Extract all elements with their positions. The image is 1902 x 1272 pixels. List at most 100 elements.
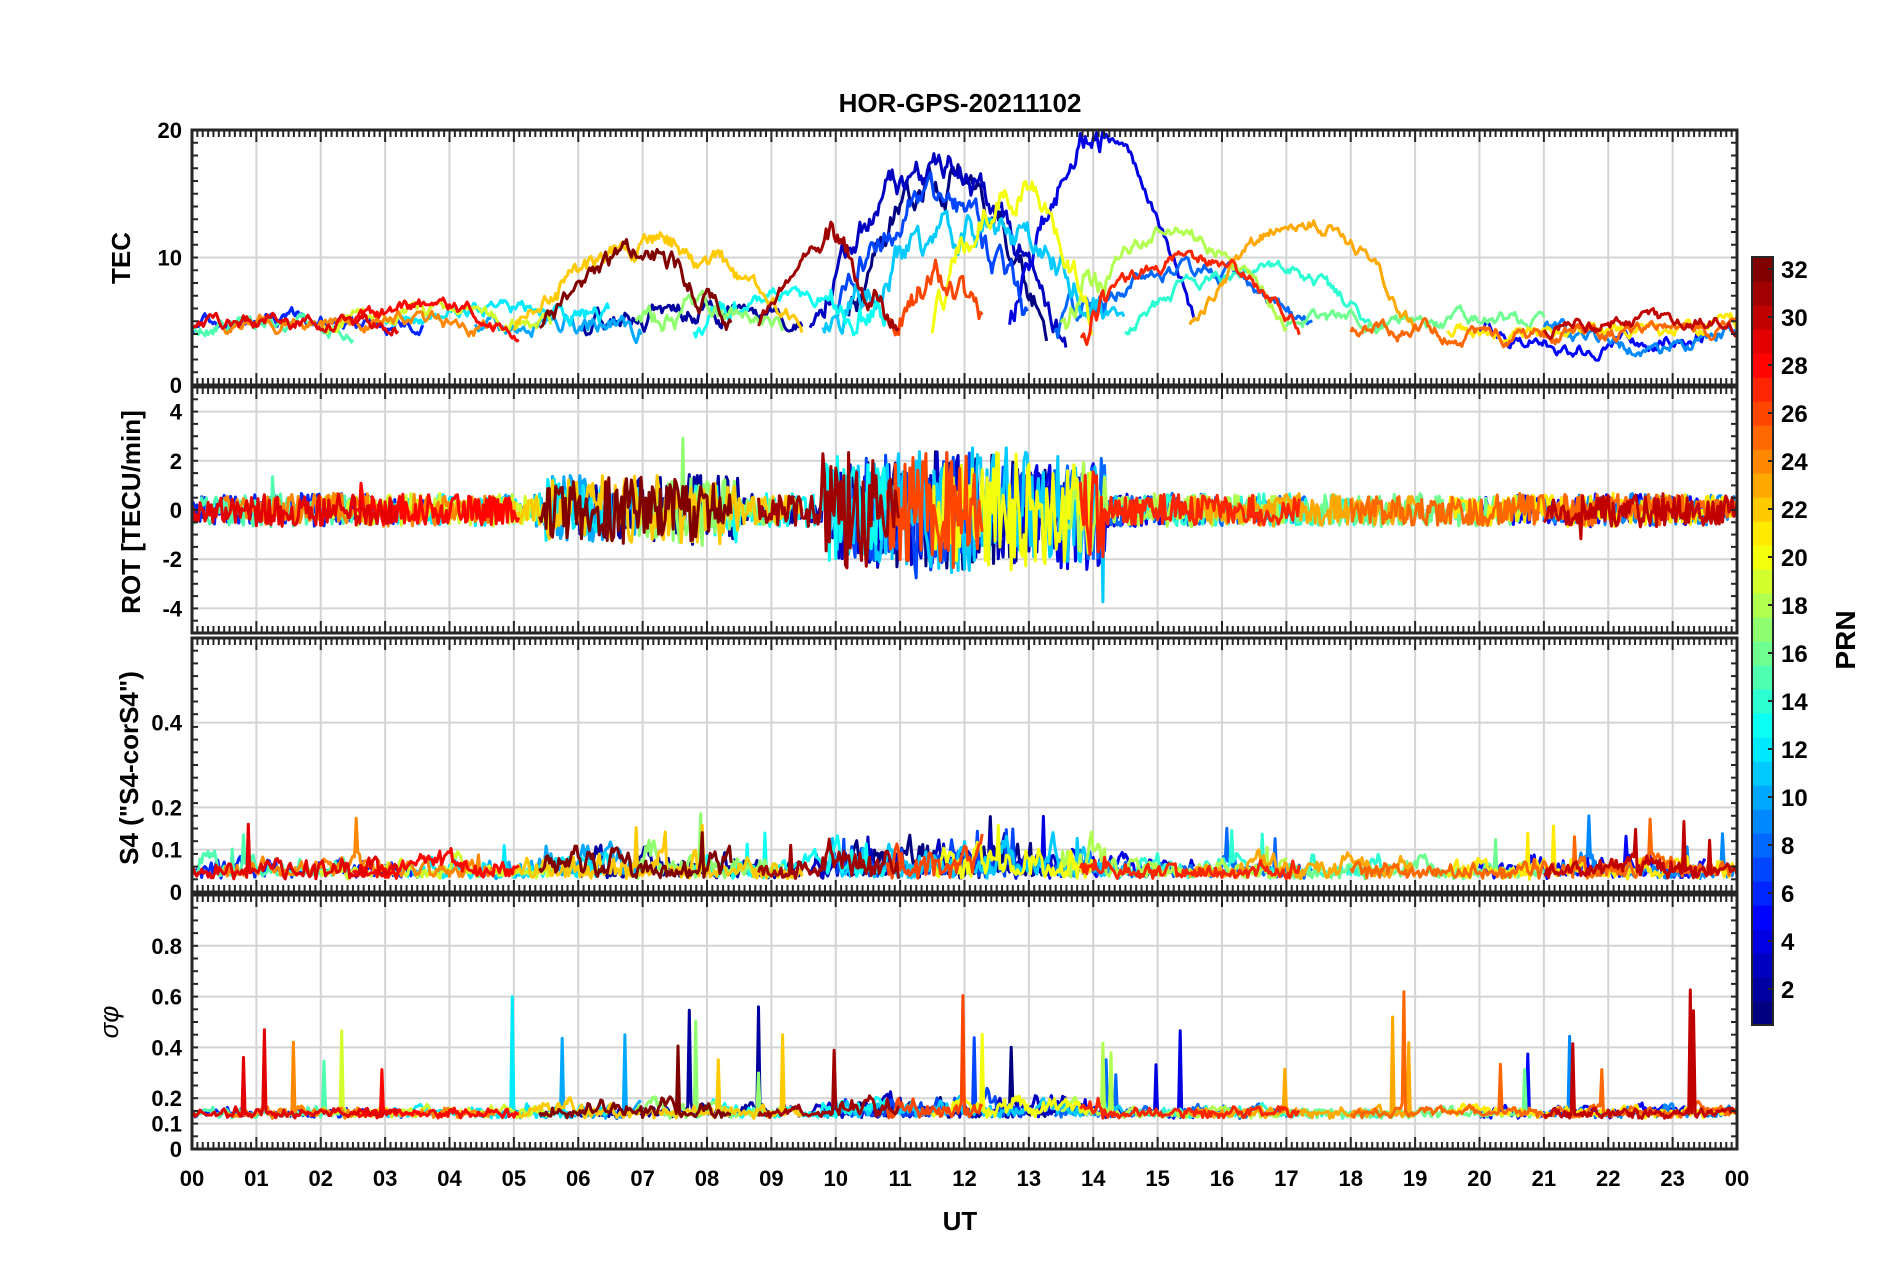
colorbar-swatch-prn-7 <box>1752 857 1773 882</box>
trace-prn-31 <box>757 1048 900 1119</box>
trace-prn-23 <box>1188 1015 1417 1120</box>
y-tick-label: -2 <box>162 547 182 572</box>
x-tick-label: 15 <box>1145 1166 1169 1191</box>
colorbar-swatch-prn-30 <box>1752 305 1773 330</box>
trace-prn-31 <box>757 220 900 332</box>
trace-prn-20 <box>930 1032 1093 1120</box>
trace-prn-16 <box>1285 304 1546 335</box>
y-tick-label: 20 <box>158 118 182 143</box>
x-tick-label: 22 <box>1596 1166 1620 1191</box>
trace-prn-22 <box>512 474 804 546</box>
colorbar-swatch-prn-17 <box>1752 617 1773 642</box>
trace-prn-30 <box>1543 820 1739 880</box>
colorbar-swatch-prn-28 <box>1752 353 1773 378</box>
x-tick-label: 17 <box>1274 1166 1298 1191</box>
trace-prn-26 <box>885 994 984 1120</box>
colorbar-tick-label: 20 <box>1781 545 1808 572</box>
colorbar-swatch-prn-22 <box>1752 497 1773 522</box>
colorbar-tick-label: 22 <box>1781 497 1808 524</box>
trace-prn-4 <box>1008 129 1197 325</box>
x-tick-label: 03 <box>373 1166 397 1191</box>
trace-prn-14 <box>1124 259 1385 336</box>
y-tick-label: 2 <box>170 449 182 474</box>
y-tick-label: 0 <box>170 1137 182 1162</box>
trace-prn-31 <box>757 837 900 880</box>
colorbar-swatch-prn-29 <box>1752 329 1773 354</box>
trace-prn-30 <box>1542 492 1739 541</box>
x-tick-label: 16 <box>1210 1166 1234 1191</box>
x-tick-label: 06 <box>566 1166 590 1191</box>
colorbar-swatch-prn-16 <box>1752 641 1773 666</box>
colorbar-swatch-prn-24 <box>1752 449 1773 474</box>
colorbar-swatch-prn-6 <box>1752 881 1773 906</box>
y-tick-label: 0 <box>170 880 182 905</box>
trace-prn-26 <box>885 833 984 880</box>
colorbar-swatch-prn-18 <box>1752 593 1773 618</box>
y-tick-label: 0.6 <box>151 985 182 1010</box>
colorbar-swatch-prn-5 <box>1752 905 1773 930</box>
x-tick-label: 04 <box>437 1166 462 1191</box>
colorbar-swatch-prn-8 <box>1752 833 1773 858</box>
colorbar-swatch-prn-15 <box>1752 665 1773 690</box>
x-tick-label: 21 <box>1532 1166 1556 1191</box>
x-tick-label: 09 <box>759 1166 783 1191</box>
x-tick-label: 08 <box>695 1166 719 1191</box>
trace-prn-22 <box>512 231 804 334</box>
x-tick-label: 12 <box>952 1166 976 1191</box>
trace-prn-23 <box>1188 219 1417 332</box>
colorbar-frame <box>1751 256 1774 1026</box>
trace-prn-7 <box>835 170 1029 320</box>
trace-prn-30 <box>1542 307 1739 341</box>
trace-prn-28 <box>351 1068 519 1120</box>
x-tick-label: 10 <box>824 1166 848 1191</box>
y-tick-label: 0 <box>170 373 182 398</box>
trace-prn-21 <box>1446 312 1739 344</box>
x-axis: 00 01 02 03 04 05 06 07 08 09 10 11 12 13 14 15 16 17 18 19… <box>180 1166 1749 1191</box>
y-tick-label: 0.8 <box>151 934 182 959</box>
x-tick-label: 00 <box>180 1166 204 1191</box>
rot-panel: -4 -2 0 2 4 ROT [TECU/min] <box>116 385 1739 635</box>
colorbar-tick-label: 8 <box>1781 833 1794 860</box>
x-tick-label: 01 <box>244 1166 268 1191</box>
y-tick-label: 0.1 <box>151 1112 182 1137</box>
colorbar-swatch-prn-1 <box>1752 1001 1773 1026</box>
tec-axis-label: TEC <box>106 232 136 284</box>
x-tick-label: 07 <box>630 1166 654 1191</box>
y-tick-label: 0.1 <box>151 838 182 863</box>
x-tick-label: 18 <box>1339 1166 1363 1191</box>
x-tick-label: 23 <box>1660 1166 1684 1191</box>
y-tick-label: 0 <box>170 498 182 523</box>
trace-prn-25 <box>1349 817 1739 880</box>
x-tick-label: 05 <box>502 1166 526 1191</box>
colorbar-tick-label: 14 <box>1781 689 1808 716</box>
colorbar-tick-label: 2 <box>1781 977 1794 1004</box>
x-tick-label: 11 <box>888 1166 911 1191</box>
y-tick-label: 4 <box>170 400 183 425</box>
colorbar-swatch-prn-31 <box>1752 281 1773 306</box>
trace-prn-17 <box>634 289 785 333</box>
colorbar-label: PRN <box>1830 610 1861 669</box>
colorbar-swatch-prn-2 <box>1752 977 1773 1002</box>
trace-prn-18 <box>1059 226 1288 332</box>
trace-prn-32 <box>539 238 733 331</box>
x-tick-label: 20 <box>1467 1166 1491 1191</box>
trace-prn-12 <box>384 298 611 328</box>
trace-prn-28 <box>351 847 520 880</box>
rot-axis-label: ROT [TECU/min] <box>116 410 146 614</box>
colorbar-swatch-prn-20 <box>1752 545 1773 570</box>
y-tick-label: -4 <box>162 596 182 621</box>
x-axis-label: UT <box>943 1206 978 1236</box>
trace-prn-27 <box>1079 1096 1301 1120</box>
x-tick-label: 19 <box>1403 1166 1427 1191</box>
trace-prn-26 <box>886 258 984 337</box>
colorbar-swatch-prn-3 <box>1752 953 1773 978</box>
trace-prn-22 <box>512 823 804 881</box>
colorbar-swatch-prn-12 <box>1752 737 1773 762</box>
y-tick-label: 0.4 <box>151 711 182 736</box>
s4-panel: 0 0.1 0.2 0.4 S4 ("S4-corS4") <box>114 636 1739 905</box>
trace-prn-30 <box>1542 988 1739 1120</box>
trace-prn-29 <box>190 822 400 881</box>
colorbar-tick-label: 10 <box>1781 785 1808 812</box>
